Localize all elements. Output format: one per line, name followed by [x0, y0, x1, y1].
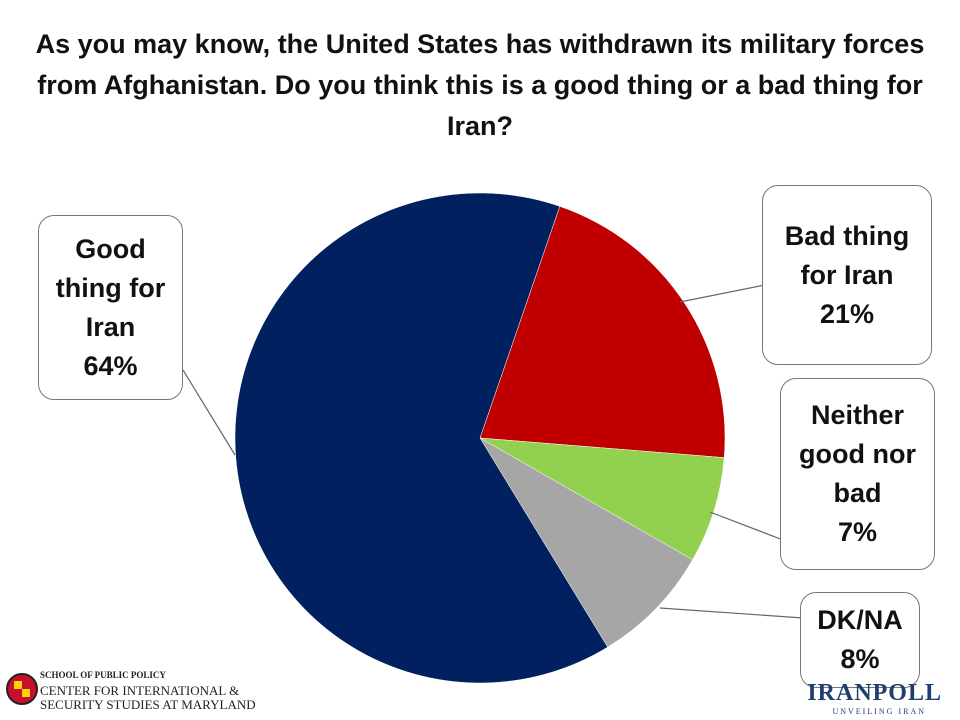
pie	[234, 192, 726, 684]
pie-slice	[479, 206, 726, 458]
category-label: Bad thing for Iran	[784, 220, 910, 290]
pie-slice	[479, 437, 693, 648]
callout-pointer	[659, 607, 804, 619]
category-label: DK/NA	[817, 605, 903, 635]
footer-logo: IRANPOLL	[807, 680, 942, 706]
footer-text: UNVEILING IRAN	[832, 707, 926, 716]
value-label: 64%	[83, 350, 138, 381]
callout-pointer	[182, 369, 236, 456]
pointers	[182, 284, 804, 619]
value-label: 8%	[840, 644, 880, 674]
category-label: Good thing for Iran	[55, 233, 166, 342]
value-label: 21%	[819, 298, 875, 329]
callout-pointer	[709, 511, 784, 541]
category-label: Neither good nor bad	[799, 400, 916, 508]
callout-box: Bad thing for Iran 21%	[762, 185, 932, 365]
callout-box: Good thing for Iran 64%	[38, 215, 183, 400]
callout-box: Neither good nor bad 7%	[780, 378, 935, 570]
pie-slice	[479, 437, 725, 561]
pie-slice	[234, 192, 608, 684]
footer-text: CENTER FOR INTERNATIONAL &	[40, 683, 240, 698]
callout-box: DK/NA 8%	[800, 592, 920, 688]
footer-text: SECURITY STUDIES AT MARYLAND	[40, 697, 256, 712]
callout-pointer	[679, 284, 766, 303]
footer-text: SCHOOL OF PUBLIC POLICY	[40, 670, 166, 680]
umd-logo	[6, 673, 38, 705]
chart-title: As you may know, the United States has w…	[35, 29, 925, 141]
value-label: 7%	[837, 517, 878, 547]
